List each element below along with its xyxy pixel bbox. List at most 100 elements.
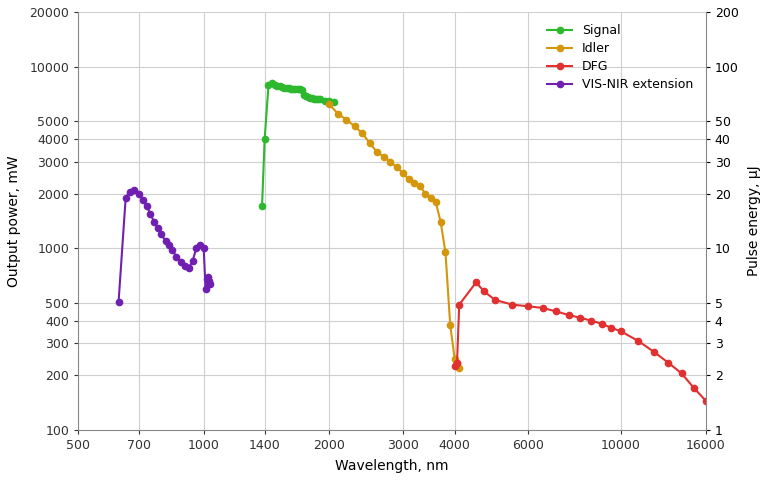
- DFG: [564, 312, 573, 318]
- Y-axis label: Output power, mW: Output power, mW: [7, 155, 21, 287]
- Signal: [275, 84, 284, 89]
- Idler: [455, 365, 464, 371]
- Line: Idler: Idler: [326, 101, 462, 371]
- VIS-NIR extension: [146, 211, 155, 216]
- Signal: [282, 85, 291, 91]
- VIS-NIR extension: [129, 187, 138, 192]
- Line: Signal: Signal: [259, 80, 337, 210]
- DFG: [690, 385, 699, 391]
- VIS-NIR extension: [142, 204, 151, 209]
- Signal: [316, 96, 325, 102]
- VIS-NIR extension: [114, 299, 123, 304]
- Signal: [270, 83, 280, 88]
- Idler: [325, 101, 334, 107]
- VIS-NIR extension: [161, 238, 170, 244]
- VIS-NIR extension: [204, 274, 213, 279]
- Signal: [273, 84, 282, 89]
- DFG: [508, 302, 517, 308]
- Signal: [264, 83, 273, 88]
- DFG: [538, 305, 548, 311]
- Idler: [421, 191, 430, 196]
- VIS-NIR extension: [180, 263, 189, 269]
- Legend: Signal, Idler, DFG, VIS-NIR extension: Signal, Idler, DFG, VIS-NIR extension: [541, 18, 700, 98]
- Signal: [284, 85, 293, 91]
- VIS-NIR extension: [199, 245, 208, 251]
- Signal: [320, 98, 329, 104]
- Idler: [386, 159, 395, 165]
- Signal: [293, 86, 303, 92]
- X-axis label: Wavelength, nm: Wavelength, nm: [336, 459, 449, 473]
- Signal: [325, 98, 334, 104]
- VIS-NIR extension: [134, 191, 144, 196]
- VIS-NIR extension: [167, 247, 177, 253]
- Idler: [392, 164, 401, 170]
- Idler: [452, 360, 462, 366]
- DFG: [587, 318, 596, 324]
- DFG: [677, 371, 687, 376]
- Signal: [277, 84, 286, 90]
- Signal: [257, 204, 266, 209]
- VIS-NIR extension: [150, 219, 159, 225]
- DFG: [472, 279, 481, 285]
- DFG: [597, 321, 606, 326]
- VIS-NIR extension: [121, 195, 131, 201]
- Idler: [333, 111, 343, 117]
- DFG: [450, 363, 459, 369]
- Idler: [398, 170, 407, 176]
- VIS-NIR extension: [184, 265, 194, 271]
- Signal: [291, 86, 300, 92]
- Line: DFG: DFG: [452, 279, 709, 404]
- Idler: [358, 131, 367, 136]
- Signal: [300, 92, 309, 97]
- Signal: [303, 94, 313, 100]
- DFG: [479, 288, 488, 294]
- VIS-NIR extension: [205, 281, 214, 287]
- Signal: [295, 86, 304, 92]
- Idler: [372, 149, 382, 155]
- Signal: [312, 96, 321, 102]
- Signal: [329, 99, 339, 105]
- VIS-NIR extension: [176, 259, 185, 265]
- Idler: [350, 123, 359, 129]
- VIS-NIR extension: [138, 197, 147, 203]
- Idler: [436, 219, 445, 225]
- Signal: [267, 80, 276, 86]
- Signal: [307, 96, 316, 101]
- DFG: [551, 309, 561, 314]
- VIS-NIR extension: [204, 278, 214, 284]
- VIS-NIR extension: [201, 286, 210, 291]
- Line: VIS-NIR extension: VIS-NIR extension: [115, 187, 213, 305]
- Signal: [306, 96, 315, 101]
- Y-axis label: Pulse energy, μJ: Pulse energy, μJ: [747, 166, 761, 276]
- Signal: [297, 87, 306, 93]
- Signal: [289, 86, 298, 92]
- Idler: [415, 183, 425, 189]
- Signal: [280, 85, 289, 91]
- Idler: [379, 154, 388, 159]
- Signal: [310, 96, 319, 102]
- DFG: [649, 349, 658, 355]
- Idler: [410, 180, 419, 185]
- DFG: [616, 328, 625, 334]
- Idler: [441, 250, 450, 255]
- DFG: [607, 325, 616, 331]
- Idler: [431, 199, 440, 205]
- VIS-NIR extension: [157, 231, 166, 237]
- DFG: [576, 315, 585, 321]
- DFG: [664, 360, 673, 366]
- DFG: [524, 303, 533, 309]
- DFG: [455, 302, 464, 308]
- VIS-NIR extension: [164, 241, 174, 247]
- VIS-NIR extension: [153, 225, 162, 230]
- VIS-NIR extension: [195, 241, 204, 247]
- Signal: [260, 136, 270, 142]
- Idler: [426, 195, 435, 201]
- Idler: [445, 322, 455, 328]
- VIS-NIR extension: [125, 189, 134, 194]
- DFG: [452, 360, 462, 366]
- Signal: [313, 96, 323, 102]
- VIS-NIR extension: [203, 276, 212, 282]
- VIS-NIR extension: [188, 258, 197, 264]
- VIS-NIR extension: [192, 245, 201, 251]
- Idler: [450, 357, 459, 362]
